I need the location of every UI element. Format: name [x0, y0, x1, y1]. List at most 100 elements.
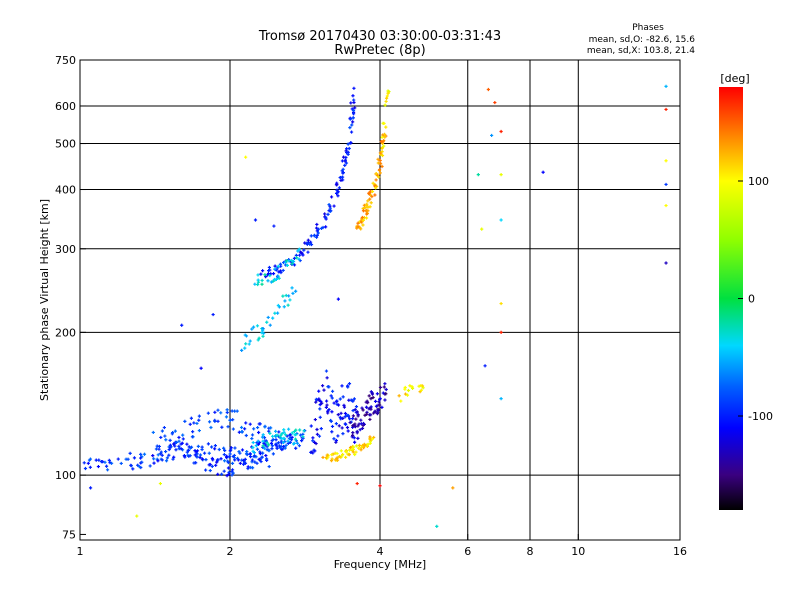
data-point	[399, 399, 403, 403]
data-point	[325, 453, 329, 457]
data-point	[171, 457, 175, 461]
data-point	[213, 410, 217, 414]
data-point	[301, 435, 305, 439]
data-point	[351, 94, 355, 98]
data-point	[380, 164, 384, 169]
data-point	[219, 457, 223, 461]
data-point	[247, 342, 251, 346]
data-point	[372, 435, 376, 440]
data-point	[217, 447, 221, 452]
data-point	[370, 392, 375, 396]
data-point	[157, 444, 161, 449]
data-point	[282, 428, 286, 432]
data-point	[88, 457, 93, 461]
data-point	[314, 400, 318, 404]
data-point	[371, 181, 375, 185]
data-point	[490, 133, 494, 138]
data-point	[306, 238, 310, 242]
data-point	[369, 407, 373, 411]
data-point	[339, 449, 343, 453]
data-point	[405, 393, 410, 397]
data-point	[284, 260, 288, 265]
data-point	[259, 272, 263, 276]
data-point	[219, 411, 223, 415]
data-point	[310, 450, 314, 454]
data-point	[225, 410, 229, 415]
data-point	[238, 461, 242, 465]
data-point	[493, 100, 497, 105]
data-point	[261, 433, 265, 437]
data-point	[295, 441, 300, 445]
data-point	[193, 453, 197, 457]
data-point	[327, 209, 331, 213]
data-point	[355, 481, 359, 486]
data-point	[382, 385, 386, 389]
data-point	[243, 427, 247, 431]
data-point	[377, 400, 381, 404]
data-point	[281, 440, 286, 445]
data-point	[137, 465, 141, 469]
data-point	[233, 409, 237, 413]
data-point	[276, 303, 280, 308]
data-point	[378, 484, 382, 488]
data-point	[351, 414, 355, 418]
data-point	[262, 331, 266, 335]
data-point	[297, 257, 301, 261]
data-point	[338, 175, 342, 180]
data-point	[228, 449, 232, 453]
data-point	[366, 209, 370, 213]
data-point	[206, 411, 210, 415]
data-point	[116, 457, 120, 461]
data-point	[258, 457, 262, 461]
data-point	[282, 305, 286, 309]
data-point	[319, 399, 323, 404]
data-point	[256, 338, 260, 342]
data-point	[231, 454, 235, 459]
data-point	[322, 388, 326, 392]
data-point	[179, 447, 183, 451]
data-point	[276, 441, 281, 445]
data-point	[276, 264, 280, 268]
data-point	[271, 272, 276, 276]
data-point	[159, 435, 163, 440]
data-point	[295, 256, 299, 260]
data-point	[316, 227, 321, 231]
data-point	[419, 384, 423, 388]
data-point	[231, 418, 235, 422]
x-tick-label: 4	[377, 545, 384, 558]
data-point	[265, 445, 269, 449]
data-point	[365, 399, 369, 403]
data-point	[216, 408, 220, 412]
data-point	[350, 447, 354, 451]
data-point	[315, 432, 320, 436]
data-point	[227, 455, 231, 459]
data-point	[86, 461, 90, 465]
data-point	[346, 385, 350, 389]
data-points	[82, 84, 668, 528]
data-point	[347, 146, 351, 151]
data-point	[96, 464, 101, 469]
data-point	[158, 481, 163, 486]
data-point	[274, 443, 278, 447]
data-point	[265, 320, 269, 324]
data-point	[343, 411, 348, 416]
data-point	[377, 403, 382, 407]
data-point	[264, 275, 268, 279]
data-point	[308, 242, 312, 246]
data-point	[384, 392, 388, 396]
data-point	[356, 414, 360, 418]
data-point	[172, 455, 176, 459]
data-point	[288, 298, 292, 302]
data-point	[183, 419, 187, 424]
data-point	[228, 452, 232, 456]
data-point	[363, 413, 367, 417]
data-point	[156, 453, 160, 457]
data-point	[340, 169, 344, 173]
data-point	[664, 107, 668, 112]
data-point	[225, 408, 229, 412]
data-point	[353, 440, 357, 444]
data-point	[292, 429, 297, 434]
data-point	[356, 436, 360, 440]
data-point	[340, 159, 345, 163]
data-point	[164, 438, 168, 442]
